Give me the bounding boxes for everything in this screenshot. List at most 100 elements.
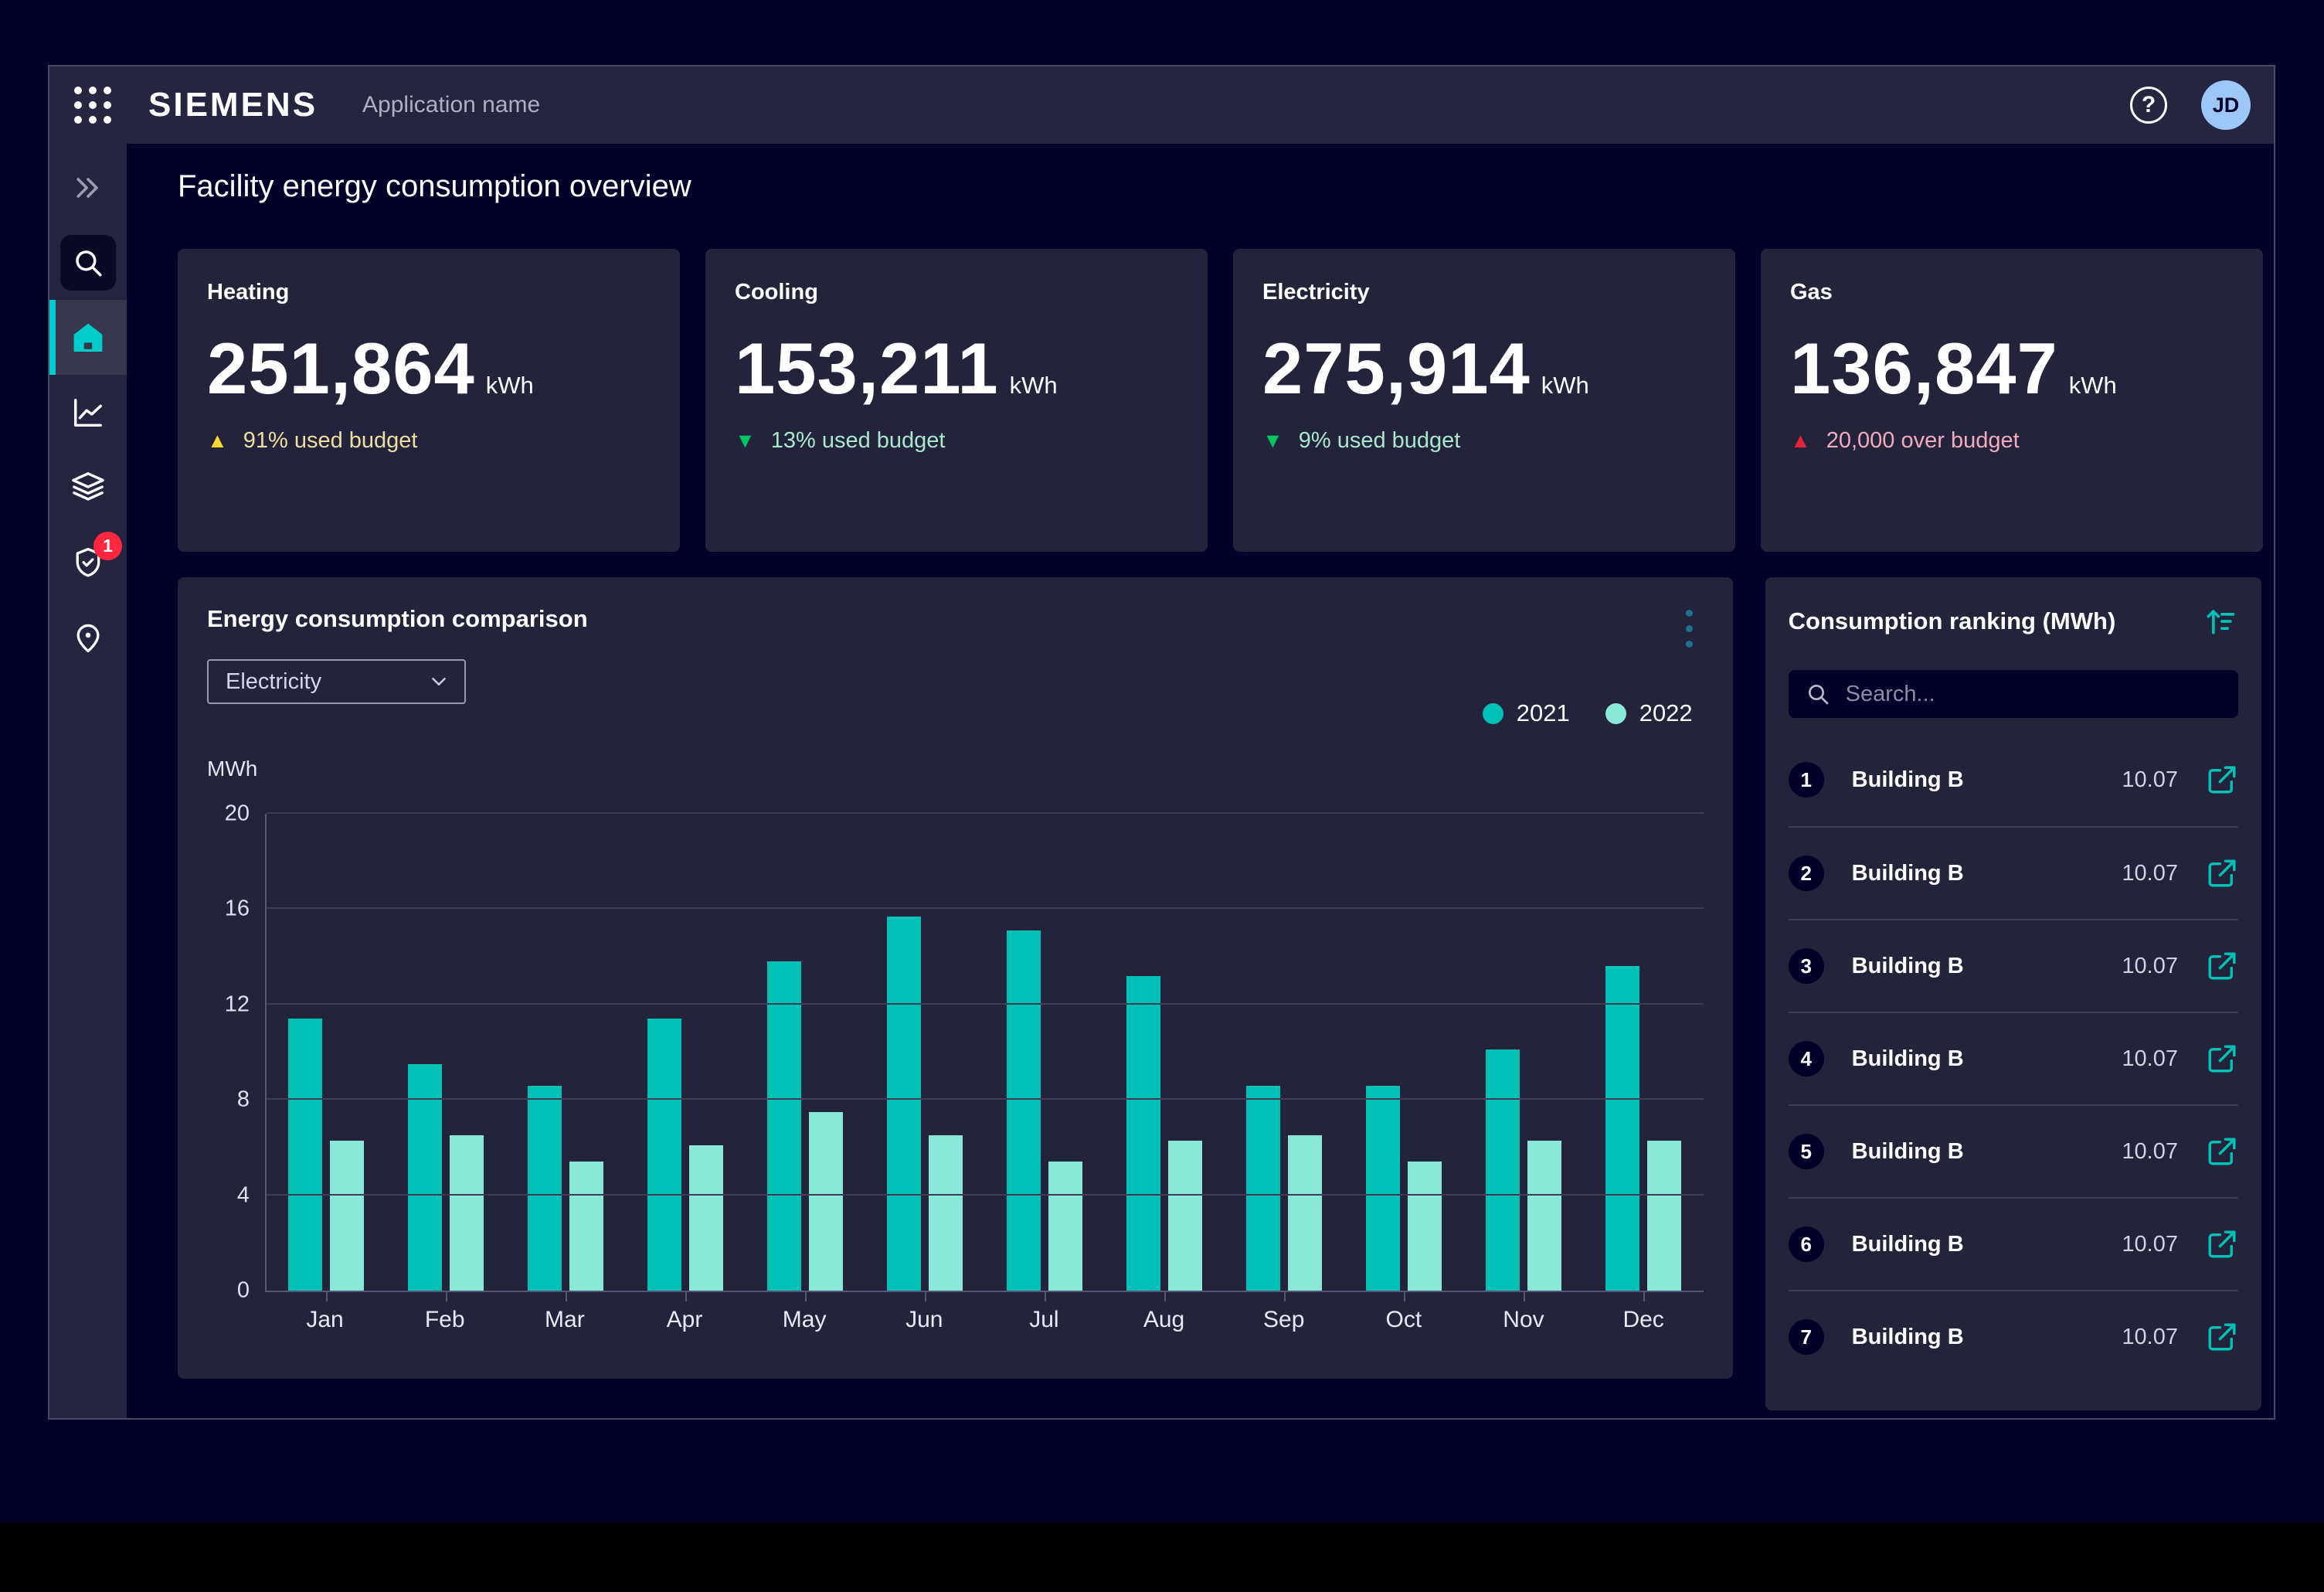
- x-axis-label-nov: Nov: [1503, 1307, 1544, 1332]
- kebab-menu-icon[interactable]: [1683, 607, 1696, 651]
- external-link-icon[interactable]: [2206, 1043, 2238, 1075]
- bar-2021-sep: [1246, 1085, 1281, 1291]
- bar-group-jun: [865, 814, 985, 1301]
- rank-badge: 6: [1788, 1226, 1824, 1262]
- bar-group-dec: [1584, 814, 1704, 1301]
- sidebar-item-compliance[interactable]: 1: [49, 525, 127, 600]
- building-name: Building B: [1851, 1138, 1964, 1164]
- x-axis-label-jul: Jul: [1029, 1307, 1059, 1332]
- bar-group-jan: [267, 814, 386, 1301]
- notification-badge: 1: [93, 531, 122, 560]
- bar-2021-apr: [647, 1019, 682, 1291]
- sidebar-item-layers[interactable]: [49, 450, 127, 525]
- bar-group-feb: [386, 814, 506, 1301]
- kpi-title: Cooling: [735, 280, 818, 304]
- kpi-unit: kWh: [1541, 372, 1589, 399]
- kpi-title: Gas: [1790, 280, 1833, 304]
- bar-2021-oct: [1366, 1085, 1401, 1291]
- trend-text: 20,000 over budget: [1826, 428, 2020, 454]
- trend-triangle-icon: ▼: [1262, 429, 1283, 453]
- external-link-icon[interactable]: [2206, 1321, 2238, 1353]
- chart-panel-title: Energy consumption comparison: [207, 605, 588, 632]
- sidebar-expand-button[interactable]: [49, 150, 127, 225]
- bar-2021-jun: [887, 916, 922, 1291]
- ranking-panel-title: Consumption ranking (MWh): [1788, 607, 2116, 634]
- bar-group-jul: [985, 814, 1105, 1301]
- kpi-card-cooling: Cooling 153,211 kWh ▼ 13% used budget: [705, 249, 1208, 552]
- bar-2022-mar: [569, 1162, 604, 1291]
- bar-2022-jul: [1048, 1162, 1083, 1291]
- y-axis-tick-label: 16: [224, 896, 250, 921]
- x-axis-label-aug: Aug: [1143, 1307, 1185, 1332]
- bar-2022-aug: [1168, 1140, 1203, 1291]
- ranking-row: 6 Building B 10.07: [1788, 1197, 2238, 1290]
- consumption-ranking-panel: Consumption ranking (MWh) 1 B: [1765, 577, 2261, 1410]
- ranking-search-input[interactable]: [1843, 680, 2221, 708]
- sidebar-item-home[interactable]: [49, 300, 127, 375]
- bar-2022-apr: [689, 1145, 724, 1291]
- user-avatar[interactable]: JD: [2201, 80, 2251, 130]
- x-axis-label-oct: Oct: [1385, 1307, 1422, 1332]
- home-icon: [73, 323, 103, 352]
- main-content: Facility energy consumption overview Hea…: [127, 144, 2274, 1418]
- legend-dot: [1482, 702, 1503, 724]
- trend-text: 13% used budget: [770, 428, 946, 454]
- shield-check-icon: [76, 547, 100, 577]
- kpi-trend: ▼ 9% used budget: [1262, 428, 1706, 454]
- kpi-unit: kWh: [2068, 372, 2117, 399]
- sidebar-item-search[interactable]: [49, 225, 127, 300]
- kpi-trend: ▲ 91% used budget: [207, 428, 651, 454]
- bar-group-mar: [506, 814, 626, 1301]
- bar-group-sep: [1225, 814, 1344, 1301]
- bar-2021-aug: [1126, 975, 1161, 1291]
- page-title: Facility energy consumption overview: [178, 169, 691, 203]
- kpi-cards-row: Heating 251,864 kWh ▲ 91% used budget Co…: [178, 249, 2264, 552]
- kpi-card-electricity: Electricity 275,914 kWh ▼ 9% used budget: [1233, 249, 1735, 552]
- bar-2021-may: [767, 961, 802, 1291]
- bar-group-aug: [1105, 814, 1225, 1301]
- ranking-row: 3 Building B 10.07: [1788, 919, 2238, 1012]
- building-name: Building B: [1851, 1324, 1964, 1349]
- bar-2022-oct: [1408, 1162, 1442, 1291]
- bar-group-apr: [626, 814, 746, 1301]
- ranking-row: 7 Building B 10.07: [1788, 1290, 2238, 1383]
- chart-bars: [267, 814, 1704, 1301]
- rank-badge: 1: [1788, 762, 1824, 798]
- bar-2022-jun: [929, 1135, 963, 1291]
- bar-2022-jan: [330, 1140, 365, 1291]
- external-link-icon[interactable]: [2206, 764, 2238, 796]
- consumption-value: 10.07: [2122, 1138, 2178, 1164]
- y-axis-tick-label: 20: [224, 801, 250, 826]
- external-link-icon[interactable]: [2206, 950, 2238, 982]
- dropdown-value: Electricity: [226, 668, 322, 694]
- double-chevron-right-icon: [76, 177, 98, 198]
- y-axis-tick-label: 8: [236, 1087, 250, 1112]
- building-name: Building B: [1851, 1231, 1964, 1257]
- external-link-icon[interactable]: [2206, 1228, 2238, 1260]
- consumption-value: 10.07: [2122, 1324, 2178, 1349]
- x-axis-label-jun: Jun: [905, 1307, 943, 1332]
- ranking-search-box: [1788, 670, 2238, 718]
- app-launcher-icon[interactable]: [74, 87, 111, 124]
- help-icon[interactable]: ?: [2130, 87, 2167, 124]
- ranking-row: 4 Building B 10.07: [1788, 1012, 2238, 1104]
- external-link-icon[interactable]: [2206, 857, 2238, 890]
- external-link-icon[interactable]: [2206, 1135, 2238, 1168]
- energy-type-dropdown[interactable]: Electricity: [207, 659, 466, 704]
- bar-2021-jul: [1007, 930, 1041, 1291]
- bar-group-nov: [1464, 814, 1584, 1301]
- sidebar-item-analytics[interactable]: [49, 375, 127, 450]
- bar-2021-dec: [1605, 966, 1640, 1291]
- kpi-card-gas: Gas 136,847 kWh ▲ 20,000 over budget: [1761, 249, 2263, 552]
- chart-xlabels: Jan Feb Mar Apr May Jun Jul Aug Sep Oct Nov Dec: [265, 1307, 1704, 1333]
- sidebar-item-locations[interactable]: [49, 600, 127, 675]
- consumption-value: 10.07: [2122, 1046, 2178, 1071]
- y-axis-unit-label: MWh: [207, 757, 258, 781]
- kpi-value: 251,864: [207, 328, 475, 409]
- kpi-trend: ▼ 13% used budget: [735, 428, 1178, 454]
- building-name: Building B: [1851, 953, 1964, 978]
- sort-ascending-icon[interactable]: [2203, 604, 2238, 639]
- y-axis-tick-label: 0: [236, 1277, 250, 1303]
- y-axis-tick-label: 4: [236, 1182, 250, 1208]
- trend-triangle-icon: ▲: [1790, 429, 1811, 453]
